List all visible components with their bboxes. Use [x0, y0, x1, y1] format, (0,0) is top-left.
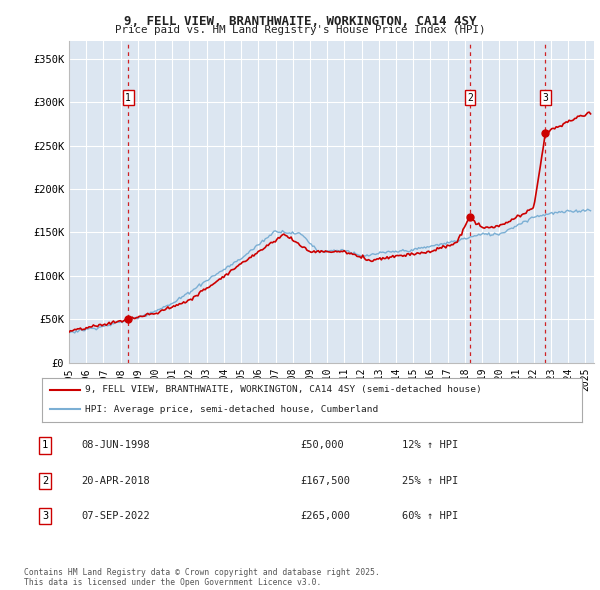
Text: 1: 1	[125, 93, 131, 103]
Text: Price paid vs. HM Land Registry's House Price Index (HPI): Price paid vs. HM Land Registry's House …	[115, 25, 485, 35]
Text: 08-JUN-1998: 08-JUN-1998	[81, 441, 150, 450]
Text: 07-SEP-2022: 07-SEP-2022	[81, 512, 150, 521]
Text: 2: 2	[467, 93, 473, 103]
Text: 12% ↑ HPI: 12% ↑ HPI	[402, 441, 458, 450]
Text: 3: 3	[42, 512, 48, 521]
Text: 1: 1	[42, 441, 48, 450]
Text: Contains HM Land Registry data © Crown copyright and database right 2025.
This d: Contains HM Land Registry data © Crown c…	[24, 568, 380, 587]
Text: HPI: Average price, semi-detached house, Cumberland: HPI: Average price, semi-detached house,…	[85, 405, 379, 414]
Text: 9, FELL VIEW, BRANTHWAITE, WORKINGTON, CA14 4SY: 9, FELL VIEW, BRANTHWAITE, WORKINGTON, C…	[124, 15, 476, 28]
Text: £50,000: £50,000	[300, 441, 344, 450]
Text: £167,500: £167,500	[300, 476, 350, 486]
Text: 3: 3	[542, 93, 548, 103]
Text: 9, FELL VIEW, BRANTHWAITE, WORKINGTON, CA14 4SY (semi-detached house): 9, FELL VIEW, BRANTHWAITE, WORKINGTON, C…	[85, 385, 482, 395]
Text: 20-APR-2018: 20-APR-2018	[81, 476, 150, 486]
Text: 60% ↑ HPI: 60% ↑ HPI	[402, 512, 458, 521]
Text: 2: 2	[42, 476, 48, 486]
Text: 25% ↑ HPI: 25% ↑ HPI	[402, 476, 458, 486]
Text: £265,000: £265,000	[300, 512, 350, 521]
